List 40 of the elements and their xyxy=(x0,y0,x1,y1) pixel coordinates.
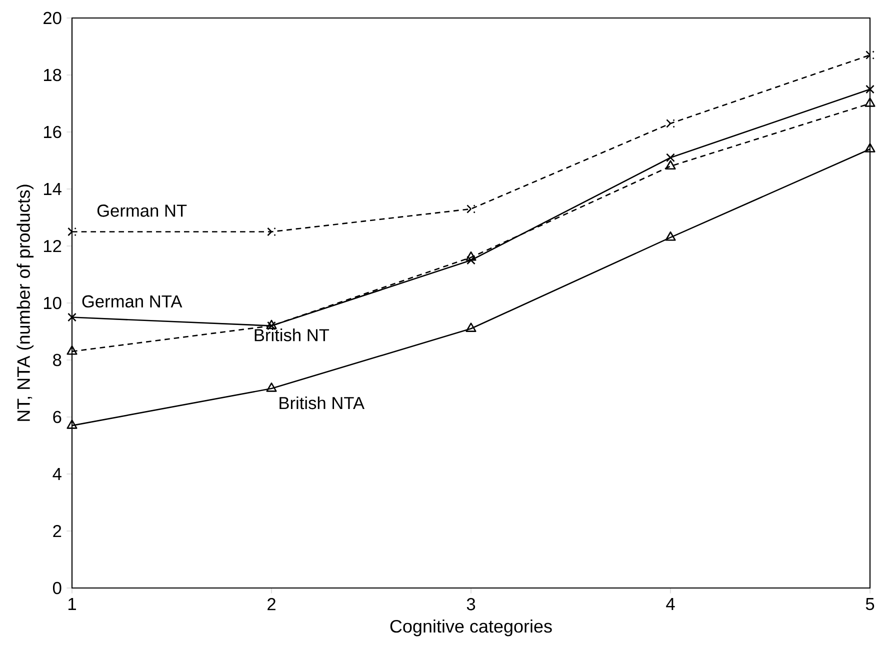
point xyxy=(466,322,476,332)
y-tick-label: 2 xyxy=(53,524,62,538)
y-tick-label: 18 xyxy=(44,68,62,82)
y-tick-label: 8 xyxy=(53,354,62,366)
x-tick-label: 3 xyxy=(466,598,476,610)
x-axis-title: Cognitive categories xyxy=(390,619,552,636)
series-label: German NT xyxy=(97,204,187,217)
series-label: British NTA xyxy=(280,396,365,410)
point xyxy=(665,231,676,241)
point xyxy=(68,312,76,322)
x-tick-label: 5 xyxy=(866,598,874,610)
point xyxy=(866,50,874,60)
point xyxy=(66,345,78,355)
point xyxy=(666,119,675,128)
x-tick-label: 1 xyxy=(68,598,76,610)
y-tick-label: 16 xyxy=(44,126,62,138)
point xyxy=(864,143,876,152)
point xyxy=(66,420,78,429)
series-label: British NT xyxy=(254,328,330,342)
x-tick-label: 4 xyxy=(666,598,675,610)
point xyxy=(266,382,277,392)
point xyxy=(466,256,476,265)
point xyxy=(466,251,476,261)
x-tick-label: 2 xyxy=(268,598,276,610)
y-axis-title: NT, NTA (number of products) xyxy=(16,184,34,421)
y-tick-label: 12 xyxy=(44,240,62,252)
y-tick-label: 0 xyxy=(52,582,62,594)
point xyxy=(665,160,676,170)
point xyxy=(68,227,76,236)
y-tick-label: 6 xyxy=(53,410,62,424)
point xyxy=(267,227,276,236)
point xyxy=(466,204,476,214)
point xyxy=(864,98,876,107)
series-label: German NTA xyxy=(82,295,182,308)
y-tick-label: 14 xyxy=(44,183,62,195)
point xyxy=(866,84,874,94)
point xyxy=(666,153,675,162)
y-tick-label: 20 xyxy=(44,12,62,24)
y-tick-label: 10 xyxy=(44,296,62,310)
y-tick-label: 4 xyxy=(52,468,62,480)
